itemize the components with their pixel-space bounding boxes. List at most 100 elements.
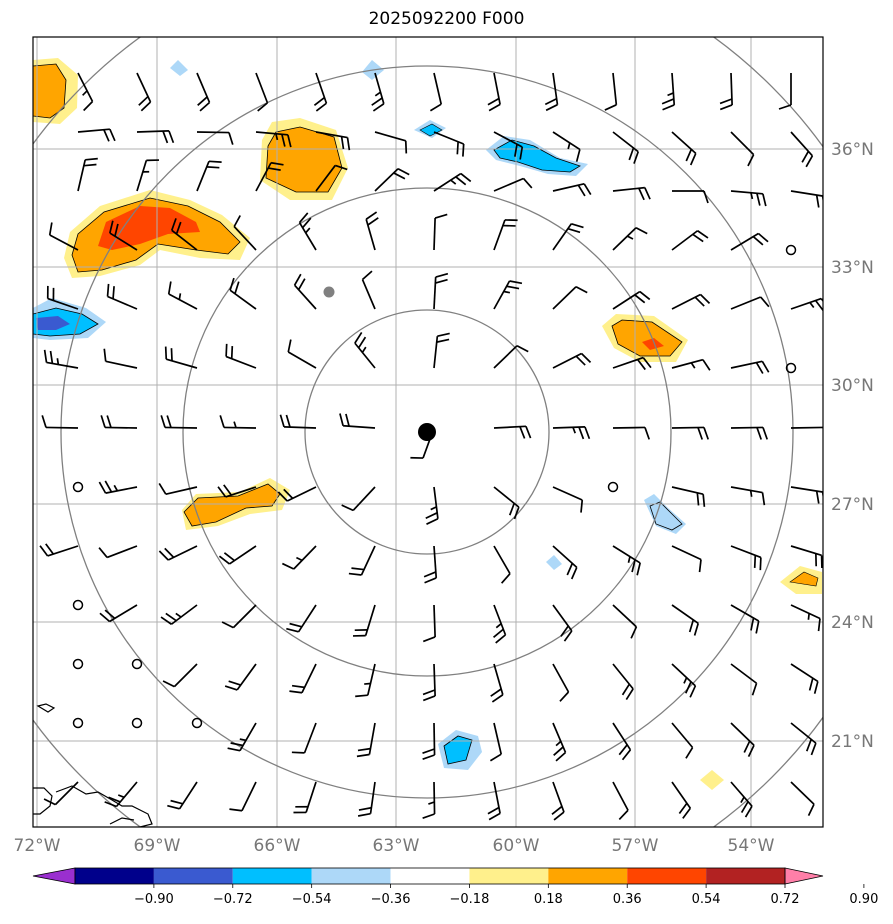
wind-barb [493, 486, 520, 520]
wind-barb [671, 426, 710, 440]
wind-barb [672, 190, 709, 204]
wind-barb [287, 339, 317, 369]
wind-barb [104, 781, 138, 808]
wind-barb [298, 212, 317, 251]
wind-barb [196, 72, 211, 112]
longitude-label: 69°W [134, 836, 181, 856]
wind-barb [493, 219, 518, 251]
coastline-island [55, 785, 153, 827]
wind-barb [612, 663, 634, 700]
wind-barb [136, 130, 175, 144]
calm-wind-marker [72, 481, 84, 493]
wind-barb [196, 160, 222, 192]
wind-barb [552, 352, 592, 369]
wind-barb [671, 604, 700, 636]
latitude-label: 33°N [831, 258, 874, 278]
wind-barb [487, 781, 501, 821]
wind-barb [43, 349, 79, 369]
colorbar-frame [74, 867, 786, 885]
wind-barb [612, 356, 652, 371]
anomaly-contour [33, 63, 67, 119]
calm-wind-marker [191, 717, 203, 729]
wind-barb [671, 358, 711, 371]
wind-barb [162, 663, 198, 688]
colorbar-bin [469, 868, 549, 884]
wind-barb [293, 273, 317, 310]
wind-barb [790, 190, 823, 209]
wind-barb [46, 285, 79, 310]
wind-barb [730, 360, 770, 374]
wind-barb [433, 131, 465, 157]
wind-barb [339, 413, 376, 429]
wind-barb [790, 722, 817, 756]
map-frame [32, 36, 824, 828]
storm-center-marker [418, 423, 436, 441]
colorbar-extend-high [784, 867, 824, 885]
colorbar-extend-low [32, 867, 76, 885]
wind-barb [354, 332, 376, 369]
calm-wind-marker [72, 658, 84, 670]
wind-barb [348, 545, 376, 576]
wind-barb [136, 159, 160, 192]
wind-barb [277, 486, 317, 502]
wind-barb [489, 722, 503, 762]
wind-barb [493, 604, 507, 644]
wind-barb [170, 218, 198, 251]
wind-barb [671, 486, 706, 507]
wind-barb [289, 663, 317, 694]
wind-barb [790, 545, 823, 569]
wind-barb [487, 72, 501, 112]
wind-barb [103, 348, 138, 369]
wind-barb [293, 781, 317, 814]
latitude-label: 27°N [831, 495, 874, 515]
latitude-label: 21°N [831, 732, 874, 752]
wind-barb [281, 545, 317, 570]
wind-barb [227, 722, 257, 752]
wind-barb [167, 281, 198, 310]
wind-barb [109, 220, 138, 251]
wind-barb [671, 545, 702, 573]
wind-barb [371, 72, 385, 112]
wind-barb [671, 293, 711, 310]
colorbar-tick-label: −0.72 [213, 892, 253, 907]
anomaly-contour [170, 60, 188, 76]
wind-barb [286, 604, 317, 633]
range-ring [60, 65, 794, 799]
wind-barb [433, 172, 472, 192]
wind-barb [365, 211, 379, 251]
range-ring [182, 187, 672, 677]
wind-barb [229, 781, 257, 812]
latitude-labels: 36°N 33°N 30°N 27°N 24°N 21°N [831, 140, 874, 752]
wind-barb [356, 722, 376, 758]
wind-barb [233, 215, 257, 251]
wind-barb [612, 722, 632, 761]
map-title: 2025092200 F000 [368, 9, 525, 29]
wind-barb [429, 72, 443, 112]
wind-barbs [39, 72, 823, 821]
wind-barb [255, 161, 284, 192]
wind-barb [224, 663, 257, 691]
longitude-label: 54°W [728, 836, 775, 856]
wind-barb [279, 414, 317, 429]
wind-barb [730, 296, 770, 310]
wind-barb [552, 545, 578, 580]
wind-barb [291, 722, 317, 754]
wind-barb [493, 177, 533, 192]
wind-barb [552, 604, 573, 642]
wind-barb [552, 426, 591, 440]
longitude-labels: 72°W 69°W 66°W 63°W 60°W 57°W 54°W [14, 836, 775, 856]
wind-barb [552, 486, 584, 513]
wind-barb [422, 604, 436, 643]
wind-barb [219, 415, 257, 429]
calm-wind-marker [131, 717, 143, 729]
wind-barb [730, 131, 755, 167]
wind-barb [136, 72, 152, 112]
wind-barb [315, 164, 348, 192]
wind-barb [167, 781, 198, 810]
colorbar: −0.90 −0.72 −0.54 −0.36 −0.18 0.18 0.36 0.54 0.7… [32, 867, 878, 907]
calm-wind-marker [785, 362, 797, 374]
wind-barb [357, 781, 376, 817]
calm-wind-marker [785, 244, 797, 256]
wind-barb [790, 426, 823, 440]
